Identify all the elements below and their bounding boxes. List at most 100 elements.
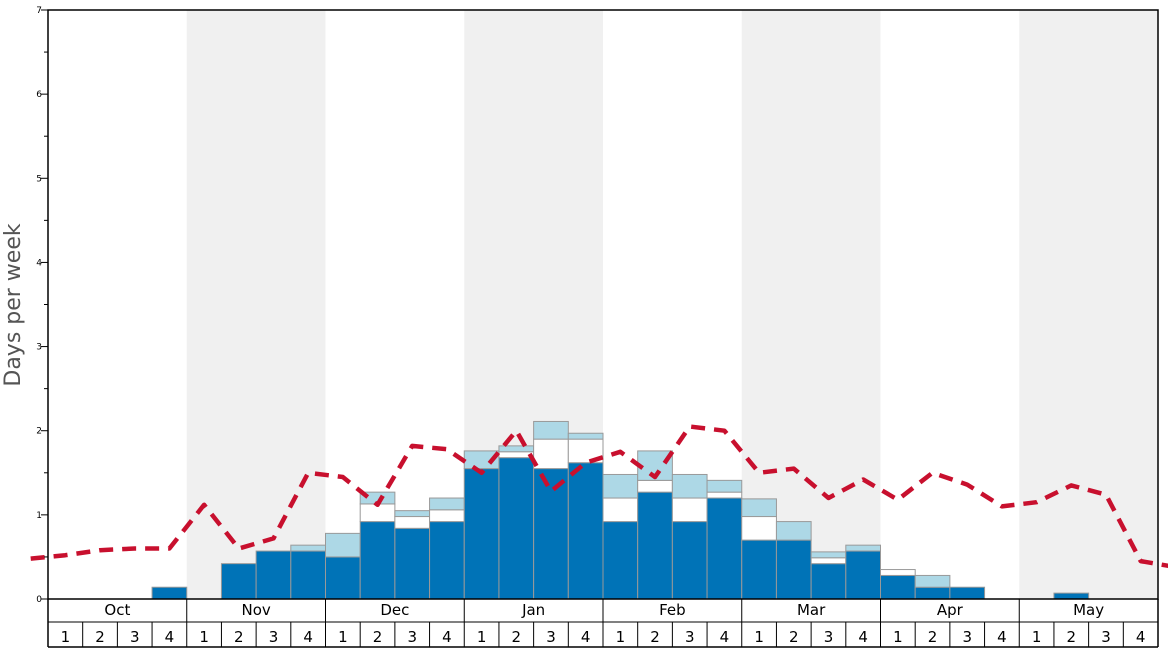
dark-bar-12 <box>429 521 465 600</box>
white-bar-19 <box>671 497 708 523</box>
week-label: 4 <box>720 628 730 646</box>
dark-bar-9 <box>325 556 361 600</box>
light-bar-26 <box>914 574 951 588</box>
dark-bar-13 <box>463 468 500 600</box>
dark-bar-17 <box>602 521 639 600</box>
dark-bar-16 <box>567 462 604 600</box>
dark-bar-15 <box>533 468 569 600</box>
week-label: 4 <box>581 628 591 646</box>
week-label: 3 <box>824 628 834 646</box>
dark-bar-14 <box>498 457 535 600</box>
dark-bar-30 <box>1053 592 1090 600</box>
week-label: 1 <box>338 628 348 646</box>
white-bar-15 <box>533 438 569 470</box>
y-tick-label: 6 <box>36 90 42 100</box>
week-label: 2 <box>234 628 244 646</box>
week-label: 1 <box>199 628 209 646</box>
white-bar-20 <box>706 491 743 499</box>
month-label-apr: Apr <box>937 601 964 619</box>
month-label-oct: Oct <box>104 601 130 619</box>
month-label-feb: Feb <box>659 601 686 619</box>
light-bar-9 <box>325 532 361 558</box>
month-label-jan: Jan <box>521 601 545 619</box>
week-label: 4 <box>303 628 313 646</box>
light-bar-8 <box>290 544 326 552</box>
white-bar-17 <box>602 497 639 523</box>
week-label: 2 <box>95 628 105 646</box>
week-label: 1 <box>893 628 903 646</box>
week-label: 2 <box>650 628 660 646</box>
dark-bar-27 <box>949 586 986 600</box>
light-bar-14 <box>498 445 535 453</box>
week-label: 2 <box>928 628 938 646</box>
light-bar-24 <box>845 544 881 552</box>
dark-bar-8 <box>290 550 326 600</box>
week-label: 3 <box>1101 628 1111 646</box>
month-label-may: May <box>1073 601 1104 619</box>
month-label-dec: Dec <box>380 601 409 619</box>
week-label: 2 <box>789 628 799 646</box>
dark-bar-19 <box>671 521 708 600</box>
week-label: 3 <box>685 628 695 646</box>
week-label: 4 <box>165 628 175 646</box>
y-tick-label: 7 <box>36 6 42 16</box>
dark-bar-25 <box>880 574 916 600</box>
dark-bar-6 <box>220 563 257 600</box>
dark-bar-24 <box>845 550 881 600</box>
week-label: 1 <box>616 628 626 646</box>
week-label: 4 <box>997 628 1007 646</box>
month-shade-nov <box>186 10 326 599</box>
y-tick-label: 2 <box>36 427 42 437</box>
bar-series <box>151 420 1090 600</box>
month-label-mar: Mar <box>797 601 826 619</box>
dark-bar-4 <box>151 586 188 600</box>
week-label: 1 <box>61 628 71 646</box>
week-label: 2 <box>373 628 383 646</box>
y-axis-title: Days per week <box>1 223 26 386</box>
light-bar-22 <box>775 521 812 541</box>
week-label: 4 <box>1136 628 1146 646</box>
light-bar-16 <box>567 432 604 440</box>
y-tick-label: 0 <box>36 595 42 605</box>
dark-bar-21 <box>741 539 777 600</box>
dark-bar-22 <box>775 539 812 600</box>
white-bar-23 <box>810 557 847 565</box>
light-bar-11 <box>394 510 431 518</box>
y-tick-label: 4 <box>36 258 42 268</box>
dark-bar-18 <box>637 491 673 600</box>
week-label: 4 <box>858 628 868 646</box>
white-bar-18 <box>637 479 673 493</box>
light-bar-23 <box>810 551 847 559</box>
dark-bar-7 <box>255 550 292 600</box>
x-axis-labels: Oct Nov Dec Jan Feb Mar Apr May 1 2 3 4 1 2 3 4 1 2 3 4 1 2 3 4… <box>47 599 1159 648</box>
week-label: 4 <box>442 628 452 646</box>
month-label-nov: Nov <box>241 601 270 619</box>
week-label: 1 <box>1032 628 1042 646</box>
light-bar-17 <box>602 473 639 499</box>
y-tick-label: 1 <box>36 511 42 521</box>
month-shading <box>186 10 1158 599</box>
dark-bar-10 <box>359 521 396 600</box>
light-bar-21 <box>741 498 777 518</box>
dark-bar-20 <box>706 497 743 600</box>
white-bar-12 <box>429 509 465 523</box>
dark-bar-26 <box>914 586 951 600</box>
light-bar-12 <box>429 497 465 511</box>
white-bar-11 <box>394 516 431 529</box>
month-shade-may <box>1019 10 1158 599</box>
week-label: 3 <box>130 628 140 646</box>
week-label: 3 <box>546 628 556 646</box>
light-bar-19 <box>671 473 708 499</box>
week-label: 1 <box>754 628 764 646</box>
week-label: 3 <box>269 628 279 646</box>
y-tick-label: 3 <box>36 343 42 353</box>
week-label: 3 <box>962 628 972 646</box>
week-label: 1 <box>477 628 487 646</box>
week-label: 2 <box>512 628 522 646</box>
average-line-path <box>30 424 1168 569</box>
white-bar-21 <box>741 516 777 541</box>
week-label: 2 <box>1067 628 1077 646</box>
white-bar-25 <box>880 569 916 576</box>
light-bar-20 <box>706 479 743 493</box>
